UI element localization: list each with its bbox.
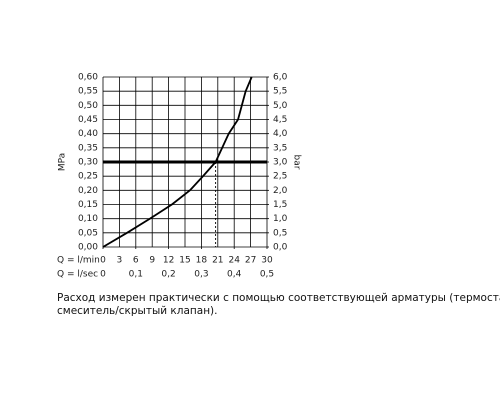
y-tick-label: 0,00 bbox=[78, 243, 98, 253]
caption: смеситель/скрытый клапан). bbox=[57, 305, 218, 317]
y2-tick-label: 0,0 bbox=[273, 243, 288, 253]
x2-tick-label: 0 bbox=[100, 270, 106, 280]
y2-axis-label: bar bbox=[292, 155, 302, 170]
y-tick-label: 0,35 bbox=[78, 143, 98, 153]
x2-axis-label: Q = l/sec bbox=[57, 270, 98, 280]
y2-tick-label: 5,0 bbox=[273, 101, 288, 111]
x-tick-label: 0 bbox=[100, 256, 106, 266]
y-tick-label: 0,20 bbox=[78, 186, 98, 196]
x-tick-label: 27 bbox=[245, 256, 256, 266]
y2-tick-label: 0,5 bbox=[273, 228, 287, 238]
x-tick-label: 21 bbox=[212, 256, 223, 266]
y2-tick-label: 1,5 bbox=[273, 200, 287, 210]
x-tick-label: 3 bbox=[117, 256, 123, 266]
x-tick-label: 9 bbox=[149, 256, 155, 266]
x2-tick-label: 0,1 bbox=[129, 270, 143, 280]
x-tick-label: 30 bbox=[261, 256, 273, 266]
x2-tick-label: 0,3 bbox=[194, 270, 208, 280]
y2-tick-label: 2,5 bbox=[273, 172, 287, 182]
y2-tick-label: 3,0 bbox=[273, 158, 288, 168]
y-tick-label: 0,15 bbox=[78, 200, 98, 210]
x2-tick-label: 0,4 bbox=[227, 270, 242, 280]
x-tick-label: 24 bbox=[228, 256, 240, 266]
y-tick-label: 0,45 bbox=[78, 115, 98, 125]
x-axis-label: Q = l/min bbox=[57, 256, 100, 266]
y2-tick-label: 1,0 bbox=[273, 214, 288, 224]
y-tick-label: 0,50 bbox=[78, 101, 98, 111]
x2-tick-label: 0,5 bbox=[260, 270, 274, 280]
y-tick-label: 0,30 bbox=[78, 158, 98, 168]
curve bbox=[102, 76, 253, 248]
x-tick-label: 15 bbox=[179, 256, 190, 266]
y2-tick-label: 2,0 bbox=[273, 186, 288, 196]
x-tick-label: 12 bbox=[163, 256, 174, 266]
y-tick-label: 0,05 bbox=[78, 228, 98, 238]
caption: Расход измерен практически с помощью соо… bbox=[57, 292, 500, 304]
y2-tick-label: 4,5 bbox=[273, 115, 287, 125]
y2-tick-label: 6,0 bbox=[273, 73, 288, 83]
y2-tick-label: 5,5 bbox=[273, 87, 287, 97]
y2-tick-label: 3,5 bbox=[273, 143, 287, 153]
x-tick-label: 18 bbox=[196, 256, 208, 266]
y-tick-label: 0,60 bbox=[78, 73, 98, 83]
y-tick-label: 0,25 bbox=[78, 172, 98, 182]
x2-tick-label: 0,2 bbox=[161, 270, 175, 280]
y2-tick-label: 4,0 bbox=[273, 129, 288, 139]
y-tick-label: 0,10 bbox=[78, 214, 98, 224]
y-axis-label: MPa bbox=[58, 153, 68, 171]
x-tick-label: 6 bbox=[133, 256, 139, 266]
y-tick-label: 0,40 bbox=[78, 129, 98, 139]
y-tick-label: 0,55 bbox=[78, 87, 98, 97]
